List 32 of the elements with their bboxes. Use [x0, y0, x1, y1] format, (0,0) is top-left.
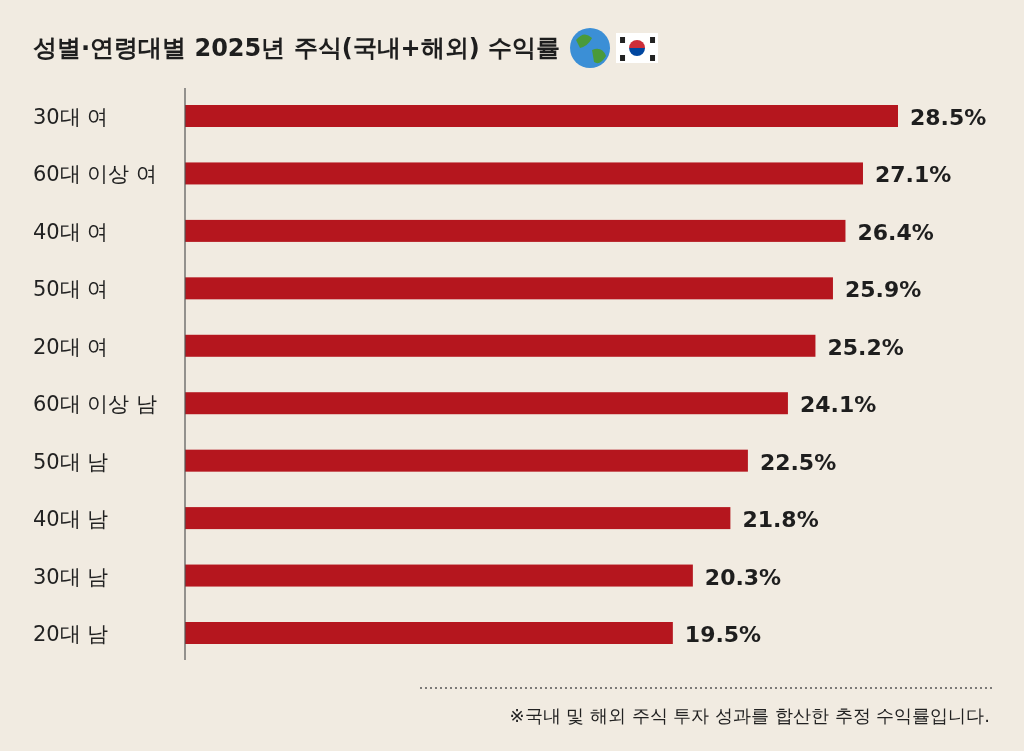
data-label: 19.5% — [684, 622, 762, 647]
data-label: 26.4% — [857, 219, 934, 245]
bar — [185, 507, 731, 530]
bar — [185, 105, 898, 127]
data-label: 28.5% — [910, 105, 987, 130]
bar — [185, 564, 693, 587]
data-label: 21.8% — [742, 507, 819, 533]
data-label: 25.2% — [827, 334, 904, 360]
bar — [185, 392, 788, 415]
y-tick-label: 20대 남 — [33, 622, 109, 646]
y-tick-label: 60대 이상 여 — [33, 162, 158, 187]
y-tick-label: 40대 남 — [33, 507, 109, 532]
y-tick-label: 50대 남 — [33, 449, 109, 474]
y-tick-label: 60대 이상 남 — [33, 392, 158, 417]
bar — [185, 277, 833, 300]
text: ※국내 및 해외 주식 투자 성과를 합산한 추정 수익률입니다. — [509, 705, 990, 726]
y-tick-label: 20대 여 — [33, 334, 109, 359]
y-tick-label: 30대 남 — [33, 564, 109, 589]
bar — [185, 162, 863, 185]
data-label: 27.1% — [874, 162, 952, 188]
bar — [185, 622, 673, 644]
bar — [185, 219, 846, 242]
chart-title: 성별·연령대별 2025년 주식(국내+해외) 수익률 — [33, 34, 561, 62]
data-label: 20.3% — [704, 564, 782, 590]
data-label: 22.5% — [759, 449, 837, 475]
bar — [185, 334, 816, 357]
data-label: 24.1% — [799, 392, 877, 418]
bar — [185, 449, 748, 472]
data-label: 25.9% — [844, 277, 922, 303]
y-tick-label: 40대 여 — [33, 219, 109, 244]
y-tick-label: 30대 여 — [33, 105, 109, 129]
y-tick-label: 50대 여 — [33, 277, 109, 302]
